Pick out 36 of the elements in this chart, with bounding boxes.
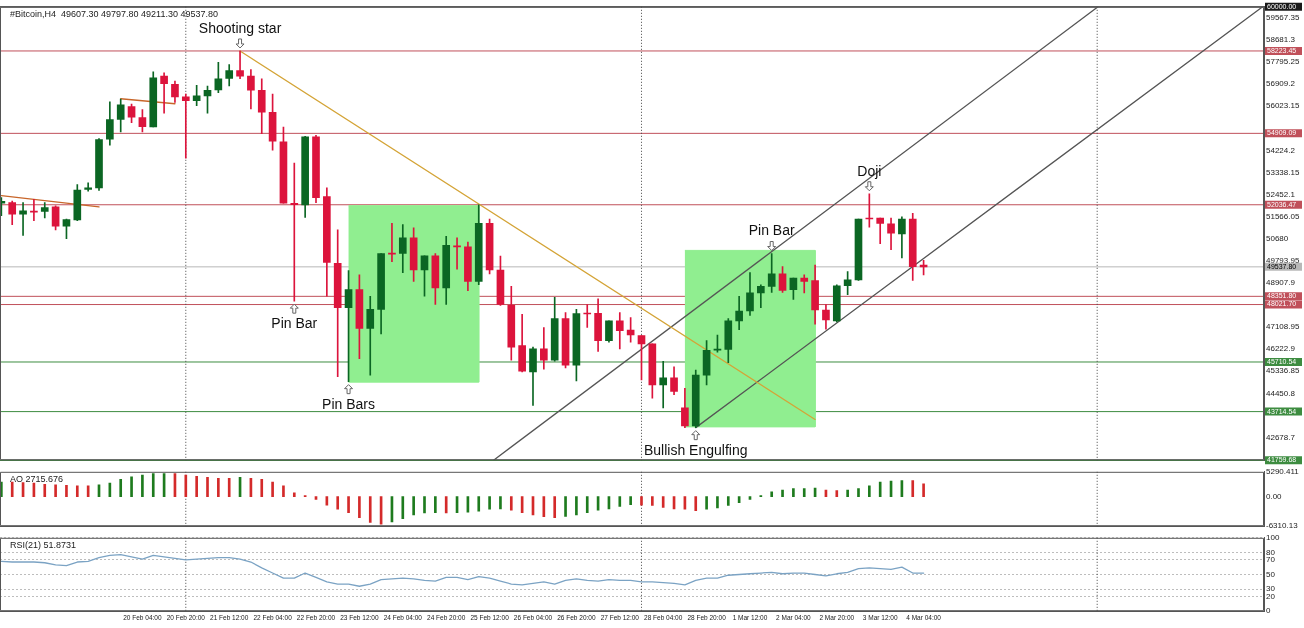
y-tick-label: 51566.05 xyxy=(1266,211,1300,221)
y-tick-label: 70 xyxy=(1266,555,1276,565)
annotation: Pin Bars xyxy=(322,395,376,412)
annotation: Pin Bar xyxy=(748,222,795,239)
chart-title: #Bitcoin,H4 49607.30 49797.80 49211.30 49537.80 xyxy=(10,8,219,19)
y-tick-label: 50 xyxy=(1266,569,1276,579)
y-tick-label: -6310.13 xyxy=(1266,521,1299,531)
y-tick-label: 56909.2 xyxy=(1266,78,1296,88)
y-tick-label: 48907.9 xyxy=(1266,277,1296,287)
y-tick-label: 56023.15 xyxy=(1266,100,1300,110)
y-tick-label: 30 xyxy=(1266,584,1276,594)
y-tick-label: 53338.15 xyxy=(1266,167,1300,177)
y-tick-label: 42678.7 xyxy=(1266,432,1296,442)
y-tick-label: 52452.1 xyxy=(1266,189,1296,199)
y-tick-label: 49793.95 xyxy=(1266,255,1300,265)
y-tick-label: 50680 xyxy=(1266,233,1289,243)
annotation: Doji xyxy=(857,162,882,179)
y-tick-label: 100 xyxy=(1266,533,1280,542)
y-tick-label: 59567.35 xyxy=(1266,12,1300,22)
annotation: Pin Bar xyxy=(271,315,318,332)
y-tick-label: 45336.85 xyxy=(1266,366,1300,376)
y-tick-label: 20 xyxy=(1266,591,1276,601)
y-tick-label: 0.00 xyxy=(1266,491,1283,501)
y-tick-label: 0 xyxy=(1266,606,1271,616)
y-tick-label: 47108.95 xyxy=(1266,322,1300,332)
chart-title: AO 2715.676 xyxy=(10,473,64,484)
annotation: Bullish Engulfing xyxy=(643,441,748,458)
y-tick-label: 58681.3 xyxy=(1266,34,1296,44)
y-tick-label: 54224.2 xyxy=(1266,145,1296,155)
y-tick-label: 44450.8 xyxy=(1266,388,1296,398)
y-tick-label: 46222.9 xyxy=(1266,344,1296,354)
chart-title: RSI(21) 51.8731 xyxy=(10,539,77,550)
y-tick-label: 5290.411 xyxy=(1266,467,1300,476)
y-tick-label: 57795.25 xyxy=(1266,56,1300,66)
annotation: Shooting star xyxy=(198,19,282,36)
y-tick-label: 80 xyxy=(1266,547,1276,557)
